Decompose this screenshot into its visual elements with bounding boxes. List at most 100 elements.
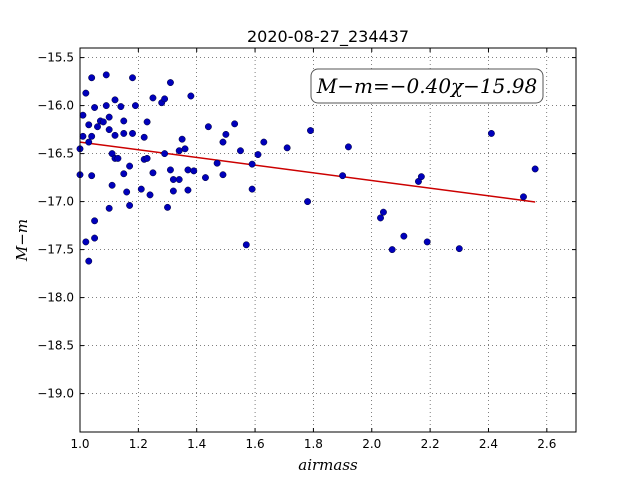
data-point — [91, 104, 99, 111]
x-tick-label: 2.4 — [479, 437, 498, 451]
fit-line-group — [79, 141, 536, 203]
data-point — [248, 160, 256, 168]
data-point — [175, 176, 183, 183]
data-point — [175, 147, 183, 155]
data-point — [102, 71, 110, 79]
fit-equation: M−m=−0.40χ−15.98 — [316, 74, 537, 98]
y-tick-label: −19.0 — [37, 387, 74, 401]
data-point — [307, 127, 314, 135]
data-point — [85, 257, 93, 265]
data-point — [146, 191, 154, 199]
data-point — [169, 187, 177, 195]
data-point — [126, 162, 134, 170]
data-point — [120, 129, 128, 137]
data-point — [149, 169, 157, 177]
data-point — [178, 135, 186, 143]
y-tick-label: −15.5 — [37, 51, 74, 65]
y-tick-label: −16.0 — [37, 99, 74, 113]
data-point — [120, 117, 128, 125]
x-axis-label: airmass — [298, 456, 358, 474]
data-point — [99, 118, 107, 126]
data-point — [105, 113, 113, 121]
x-tick-label: 2.0 — [362, 437, 381, 451]
data-point — [254, 151, 262, 159]
data-point — [455, 245, 463, 253]
fit-line — [79, 141, 536, 203]
data-point — [248, 185, 256, 193]
data-point — [85, 121, 93, 129]
data-points — [76, 71, 539, 265]
data-point — [88, 74, 96, 82]
data-point — [344, 143, 352, 151]
data-point — [231, 120, 239, 128]
x-tick-label: 2.2 — [421, 437, 440, 451]
y-axis-label: M−m — [13, 219, 31, 262]
data-point — [137, 185, 145, 193]
data-point — [140, 133, 148, 141]
data-point — [79, 111, 87, 119]
data-point — [111, 131, 119, 139]
data-point — [388, 246, 396, 254]
annotation-box: M−m=−0.40χ−15.98 — [310, 68, 544, 104]
data-point — [161, 95, 169, 103]
data-point — [219, 171, 227, 179]
data-point — [181, 145, 189, 153]
x-tick-label: 1.4 — [187, 437, 206, 451]
data-point — [219, 138, 227, 146]
data-point — [105, 126, 113, 134]
data-point — [111, 96, 119, 104]
data-point — [184, 166, 192, 174]
data-point — [126, 201, 134, 209]
data-point — [143, 118, 151, 126]
data-point — [202, 174, 209, 182]
plot-frame — [79, 47, 577, 433]
data-point — [164, 203, 171, 211]
data-point — [520, 193, 527, 201]
data-point — [166, 79, 174, 87]
data-point — [213, 159, 221, 167]
data-point — [487, 129, 495, 137]
data-point — [190, 167, 198, 175]
data-point — [417, 173, 425, 181]
data-point — [91, 217, 99, 225]
data-point — [400, 232, 408, 240]
data-point — [105, 204, 113, 212]
x-tick-label: 1.2 — [129, 437, 148, 451]
data-point — [222, 130, 230, 138]
grid-lines — [79, 48, 576, 432]
data-point — [120, 170, 128, 178]
data-point — [79, 132, 87, 140]
y-tick-label: −18.0 — [37, 291, 74, 305]
data-point — [379, 208, 387, 216]
x-tick-label: 1.6 — [246, 437, 265, 451]
data-point — [161, 150, 169, 158]
data-point — [85, 138, 93, 146]
data-point — [149, 94, 157, 102]
data-point — [169, 176, 177, 183]
x-tick-label: 1.8 — [304, 437, 323, 451]
data-point — [377, 214, 384, 222]
data-point — [82, 89, 90, 97]
data-point — [129, 129, 136, 137]
data-point — [204, 123, 212, 131]
y-tick-label: −17.5 — [37, 243, 74, 257]
data-point — [131, 102, 139, 110]
y-tick-label: −17.0 — [37, 195, 74, 209]
data-point — [102, 102, 110, 110]
data-point — [114, 154, 122, 162]
data-point — [91, 234, 99, 242]
data-point — [82, 238, 90, 246]
data-point — [129, 74, 136, 82]
data-point — [88, 172, 96, 180]
data-point — [187, 92, 195, 100]
data-point — [117, 103, 125, 111]
data-point — [184, 186, 192, 194]
data-point — [94, 123, 101, 131]
x-tick-label: 2.6 — [537, 437, 556, 451]
data-point — [123, 188, 131, 196]
data-point — [166, 166, 174, 174]
y-tick-label: −18.5 — [37, 339, 74, 353]
data-point — [88, 132, 96, 140]
axis-ticks: 1.0 1.2 1.4 1.6 1.8 2.0 2.2 2.4 2.6 −15.5 −16.0 −16… — [37, 48, 576, 451]
